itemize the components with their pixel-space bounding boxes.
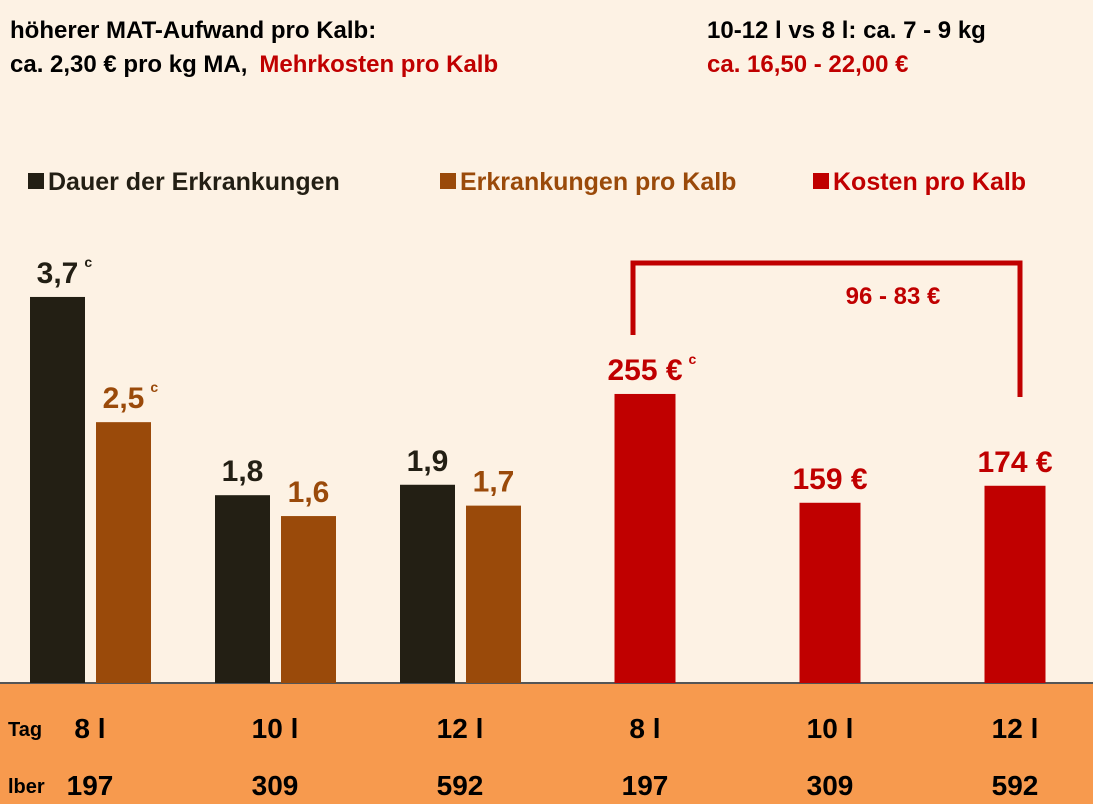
value-label: 159 €	[792, 463, 867, 496]
value-label: 1,7	[473, 466, 515, 499]
value-label: 1,6	[288, 476, 330, 509]
bar	[96, 422, 151, 683]
x-tick-label: 10 l	[807, 713, 854, 744]
legend-swatch	[813, 173, 829, 189]
legend-label: Erkrankungen pro Kalb	[460, 168, 736, 196]
bar	[614, 393, 676, 683]
count: 197	[67, 770, 114, 801]
x-tick-label: 12 l	[437, 713, 484, 744]
bar	[400, 484, 455, 683]
count: 592	[437, 770, 484, 801]
header-line: ca. 16,50 - 22,00 €	[707, 51, 909, 78]
legend-swatch	[440, 173, 456, 189]
legend-label: Dauer der Erkrankungen	[48, 168, 340, 196]
bar	[281, 516, 336, 683]
count: 592	[992, 770, 1039, 801]
count: 309	[252, 770, 299, 801]
value-note: c	[84, 254, 92, 270]
x-tick-label: 8 l	[74, 713, 105, 744]
value-label: 1,8	[222, 455, 264, 488]
value-label: 1,9	[407, 445, 449, 478]
row-label: Tag	[8, 719, 42, 741]
value-label: 3,7	[37, 257, 79, 290]
bracket	[630, 260, 1023, 397]
bar	[466, 505, 521, 683]
header-line: ca. 2,30 € pro kg MA, Mehrkosten pro Kalb	[10, 51, 498, 78]
bar	[799, 502, 861, 683]
header-part: Mehrkosten pro Kalb	[259, 51, 498, 78]
x-tick-label: 8 l	[629, 713, 660, 744]
header-line: höherer MAT-Aufwand pro Kalb:	[10, 17, 376, 44]
bar	[215, 495, 270, 683]
value-note: c	[689, 351, 697, 367]
header-part: ca. 2,30 € pro kg MA,	[10, 51, 247, 78]
bar	[30, 296, 85, 683]
bar	[984, 485, 1046, 683]
x-tick-label: 12 l	[992, 713, 1039, 744]
annotation: 96 - 83 €	[846, 283, 941, 310]
row-label: lber	[8, 776, 45, 798]
value-label: 255 €	[607, 354, 682, 387]
count: 197	[622, 770, 669, 801]
table-band	[0, 683, 1093, 804]
x-tick-label: 10 l	[252, 713, 299, 744]
header-line: 10-12 l vs 8 l: ca. 7 - 9 kg	[707, 17, 986, 44]
legend-label: Kosten pro Kalb	[833, 168, 1026, 196]
value-label: 2,5	[103, 382, 145, 415]
legend-swatch	[28, 173, 44, 189]
count: 309	[807, 770, 854, 801]
value-label: 174 €	[977, 446, 1052, 479]
value-note: c	[150, 379, 158, 395]
